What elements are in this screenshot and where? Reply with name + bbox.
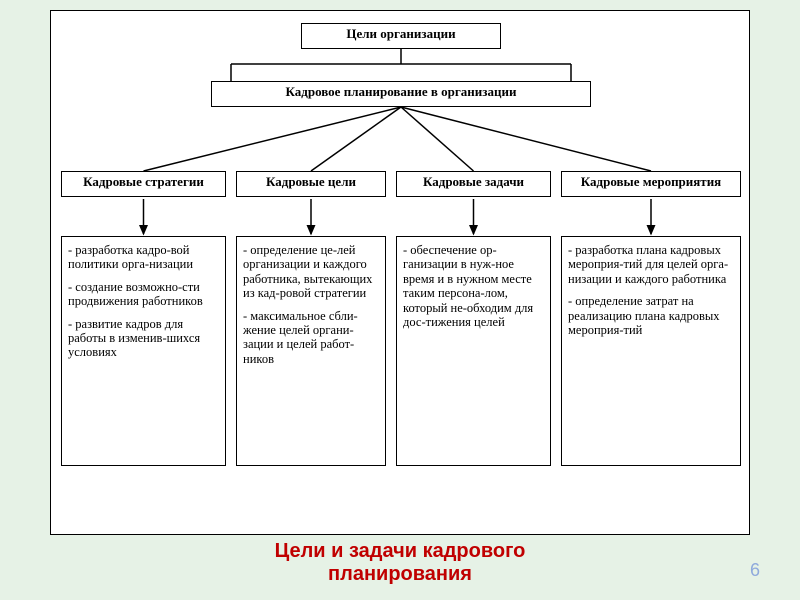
detail-objectives: - определение це-лей организации и каждо… bbox=[236, 236, 386, 466]
slide-caption: Цели и задачи кадрового планирования bbox=[0, 540, 800, 586]
node-objectives: Кадровые цели bbox=[236, 171, 386, 197]
diagram-frame: Цели организации Кадровое планирование в… bbox=[50, 10, 750, 535]
detail-strategies: - разработка кадро-вой политики орга-низ… bbox=[61, 236, 226, 466]
node-activities: Кадровые мероприятия bbox=[561, 171, 741, 197]
list-item: - разработка плана кадровых мероприя-тий… bbox=[568, 243, 734, 286]
list-item: - обеспечение ор-ганизации в нуж-ное вре… bbox=[403, 243, 544, 329]
detail-tasks: - обеспечение ор-ганизации в нуж-ное вре… bbox=[396, 236, 551, 466]
node-goals: Цели организации bbox=[301, 23, 501, 49]
list-item: - определение це-лей организации и каждо… bbox=[243, 243, 379, 301]
detail-activities: - разработка плана кадровых мероприя-тий… bbox=[561, 236, 741, 466]
caption-line2: планирования bbox=[328, 563, 472, 585]
node-strategies: Кадровые стратегии bbox=[61, 171, 226, 197]
list-item: - максимальное сбли-жение целей органи-з… bbox=[243, 309, 379, 367]
node-planning-label: Кадровое планирование в организации bbox=[286, 84, 517, 99]
node-strategies-label: Кадровые стратегии bbox=[83, 174, 204, 189]
page-number: 6 bbox=[750, 560, 760, 581]
caption-line1: Цели и задачи кадрового bbox=[275, 540, 526, 562]
node-tasks-label: Кадровые задачи bbox=[423, 174, 524, 189]
list-item: - определение затрат на реализацию плана… bbox=[568, 294, 734, 337]
list-item: - разработка кадро-вой политики орга-низ… bbox=[68, 243, 219, 272]
list-item: - создание возможно-сти продвижения рабо… bbox=[68, 280, 219, 309]
node-planning: Кадровое планирование в организации bbox=[211, 81, 591, 107]
node-objectives-label: Кадровые цели bbox=[266, 174, 356, 189]
node-tasks: Кадровые задачи bbox=[396, 171, 551, 197]
node-activities-label: Кадровые мероприятия bbox=[581, 174, 721, 189]
list-item: - развитие кадров для работы в изменив-ш… bbox=[68, 317, 219, 360]
node-goals-label: Цели организации bbox=[346, 26, 455, 41]
